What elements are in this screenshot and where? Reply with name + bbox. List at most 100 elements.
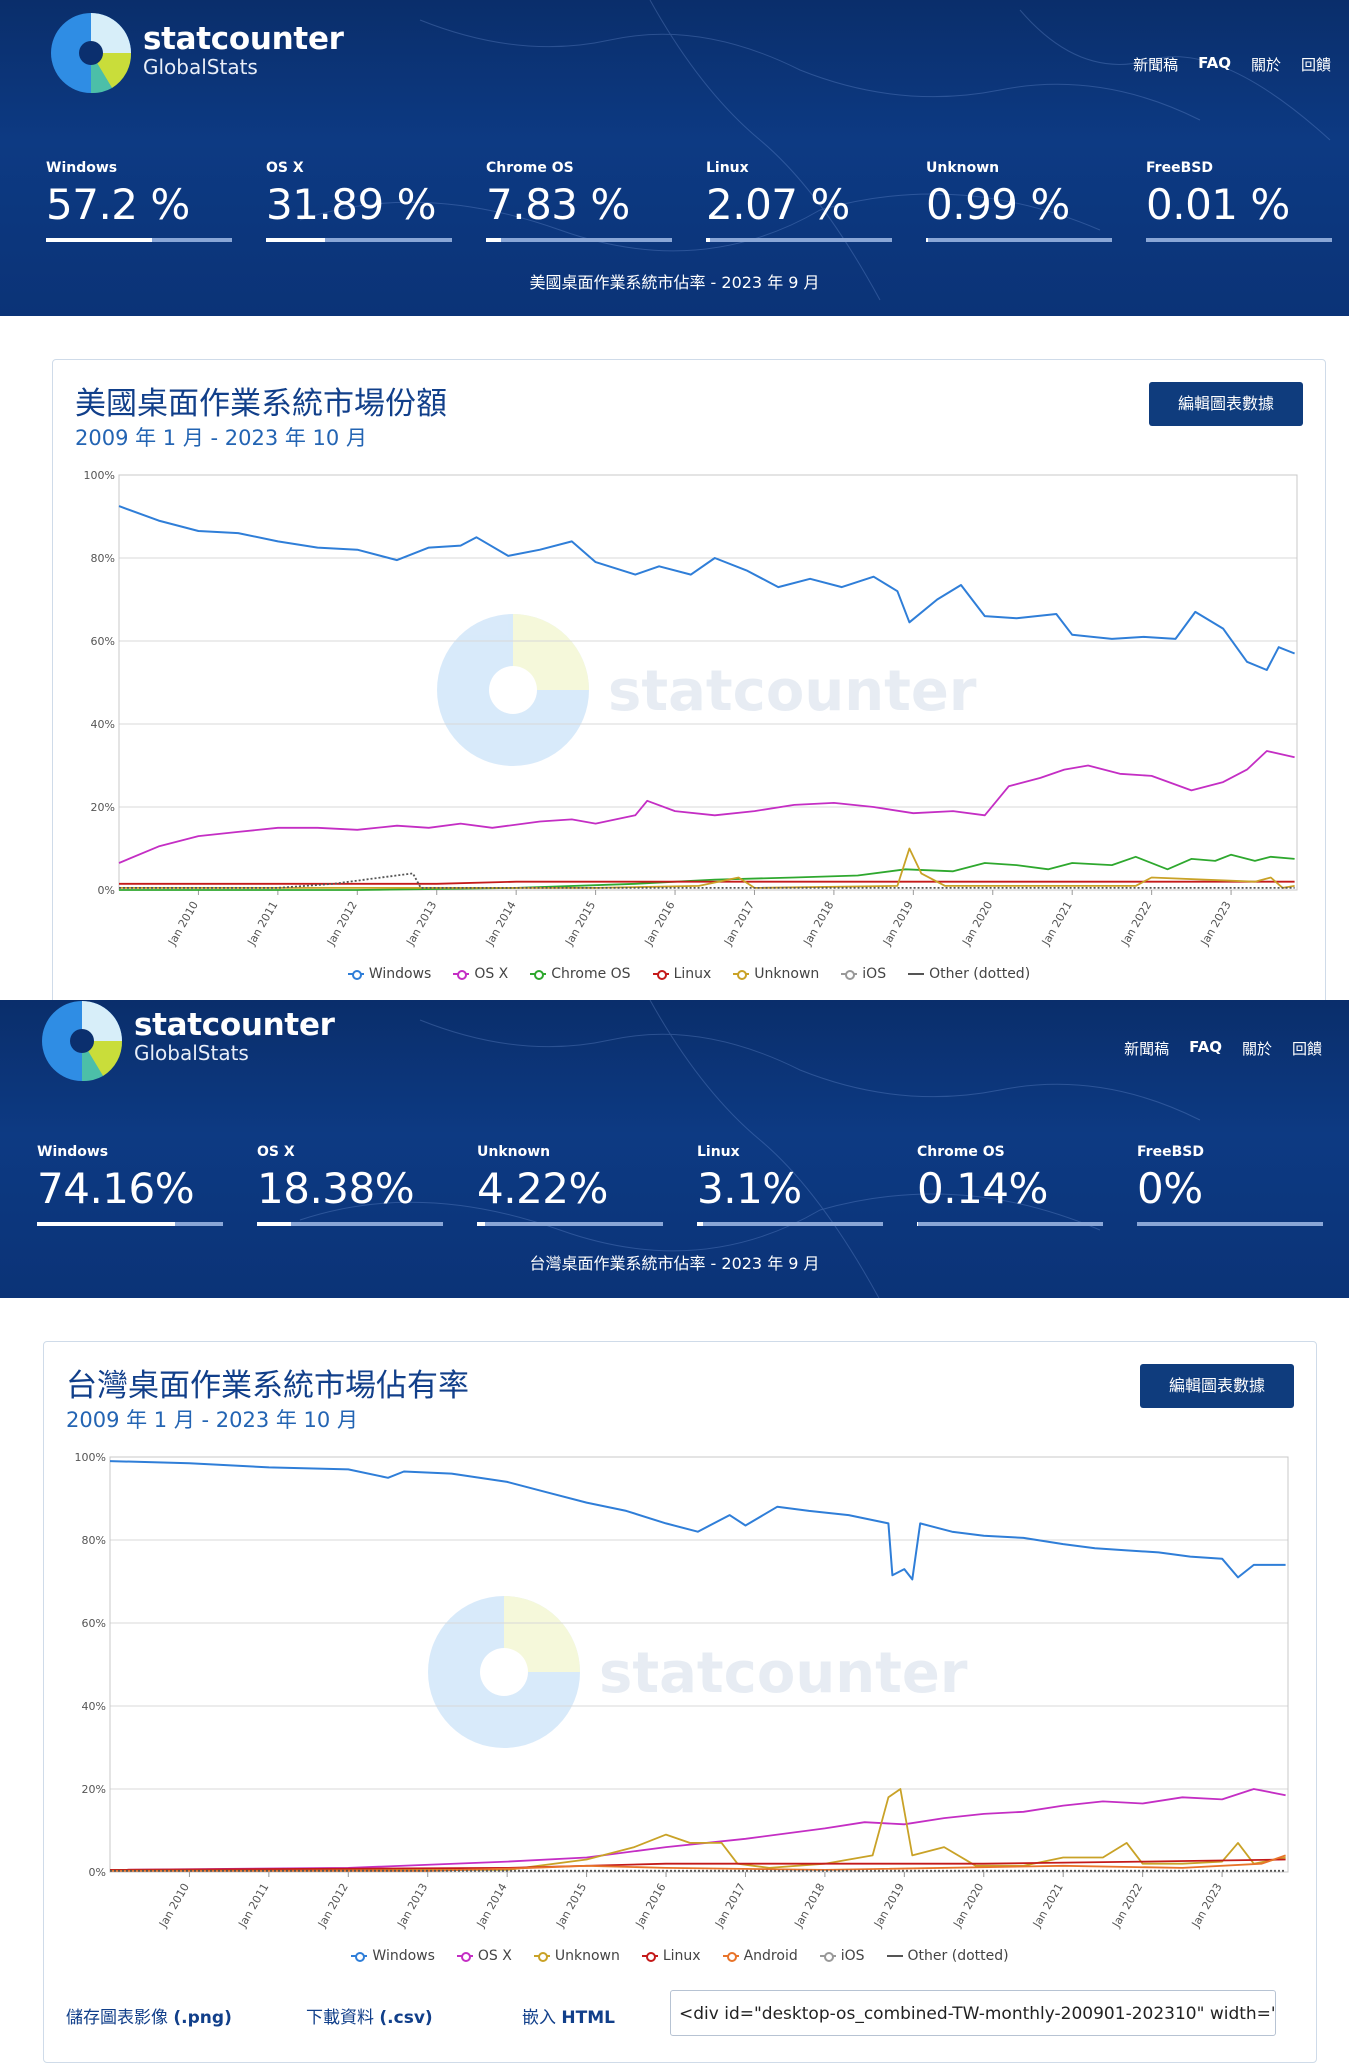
legend-label: OS X [477, 1948, 512, 1964]
y-tick-label: 0% [89, 1866, 106, 1879]
stat-bar [46, 238, 232, 242]
nav-press[interactable]: 新聞稿 [1133, 56, 1179, 74]
stat-label: OS X [257, 1144, 295, 1160]
nav-press[interactable]: 新聞稿 [1124, 1040, 1170, 1058]
embed-html-link[interactable]: 嵌入 HTML [522, 2003, 615, 2028]
us-stats-row: Windows 57.2 % OS X 31.89 % Chrome OS 7.83 … [46, 160, 1349, 242]
stat-bar [917, 1222, 1103, 1226]
legend-label: Other (dotted) [907, 1948, 1009, 1964]
x-tick-label: Jan 2012 [315, 1881, 351, 1930]
y-tick-label: 40% [82, 1700, 106, 1713]
stat-bar-fill [926, 238, 928, 242]
legend-item[interactable]: iOS [841, 966, 886, 982]
edit-chart-data-button[interactable]: 編輯圖表數據 [1149, 382, 1303, 426]
stat-value: 4.22% [477, 1164, 608, 1213]
stat-item: FreeBSD 0% [1137, 1144, 1349, 1226]
x-tick-label: Jan 2022 [1118, 899, 1154, 948]
watermark-text: statcounter [599, 1641, 968, 1706]
stat-value: 0.01 % [1146, 180, 1290, 229]
brand-sub: GlobalStats [143, 55, 258, 79]
nav-about[interactable]: 關於 [1250, 56, 1281, 74]
watermark-logo-slice [504, 1596, 580, 1672]
legend-item[interactable]: Android [722, 1948, 798, 1964]
legend-item[interactable]: Unknown [733, 966, 819, 982]
legend-label: Windows [372, 1948, 435, 1964]
tw-stats-row: Windows 74.16% OS X 18.38% Unknown 4.22% Li… [37, 1144, 1349, 1226]
us-chart-title: 美國桌面作業系統市場份額 [75, 386, 447, 422]
stat-label: Linux [697, 1144, 740, 1160]
x-tick-label: Jan 2013 [394, 1881, 430, 1930]
nav-feedback[interactable]: 回饋 [1300, 56, 1331, 74]
save-png-prefix: 儲存圖表影像 [66, 2008, 174, 2028]
legend-dot [823, 1952, 834, 1962]
legend-item[interactable]: Chrome OS [530, 966, 631, 982]
nav-faq[interactable]: FAQ [1198, 54, 1231, 72]
tw-hero-caption: 台灣桌面作業系統市佔率 - 2023 年 9 月 [529, 1254, 820, 1273]
legend-item[interactable]: Unknown [533, 1948, 620, 1964]
legend-item[interactable]: OS X [453, 966, 508, 982]
x-tick-label: Jan 2023 [1189, 1881, 1225, 1930]
stat-bar-fill [46, 238, 153, 242]
x-tick-label: Jan 2018 [792, 1881, 828, 1930]
tw-line-chart: statcounter 0% 20% 40% 60% 80% 100% Jan 2010 Jan… [75, 1451, 1289, 1930]
nav-about[interactable]: 關於 [1241, 1040, 1272, 1058]
legend-line [908, 973, 925, 975]
legend-item[interactable]: Other (dotted) [908, 966, 1030, 982]
nav-faq[interactable]: FAQ [1189, 1038, 1222, 1056]
embed-html-label: HTML [561, 2008, 615, 2028]
stat-item: Unknown 0.99 % [926, 160, 1146, 242]
tw-chart-subtitle: 2009 年 1 月 - 2023 年 10 月 [66, 1408, 358, 1432]
save-png-link[interactable]: 儲存圖表影像 (.png) [66, 2003, 232, 2028]
legend-marker-icon [841, 968, 858, 980]
stat-bar [486, 238, 672, 242]
y-tick-label: 40% [91, 718, 115, 731]
brand[interactable]: statcounter GlobalStats [134, 1008, 335, 1064]
legend-marker-icon [886, 1950, 903, 1962]
x-tick-label: Jan 2014 [483, 899, 519, 948]
x-tick-label: Jan 2019 [880, 899, 916, 948]
x-tick-label: Jan 2021 [1039, 899, 1075, 948]
legend-item[interactable]: Linux [652, 966, 711, 982]
stat-value: 2.07 % [706, 180, 850, 229]
x-tick-label: Jan 2020 [959, 899, 995, 948]
legend-dot [355, 1952, 366, 1962]
series-line-unknown [110, 1788, 1286, 1871]
legend-item[interactable]: Windows [351, 1948, 435, 1964]
brand[interactable]: statcounter GlobalStats [143, 22, 344, 78]
legend-item[interactable]: Linux [641, 1948, 701, 1964]
watermark-logo-hole [489, 666, 537, 714]
y-tick-label: 100% [75, 1451, 106, 1464]
stat-value: 74.16% [37, 1164, 195, 1213]
stat-value: 18.38% [257, 1164, 415, 1213]
plot-frame [118, 474, 1298, 891]
legend-dot [457, 970, 468, 980]
series-line-unknown [119, 847, 1295, 889]
statcounter-logo-icon [42, 1001, 123, 1082]
legend-label: Other (dotted) [929, 966, 1031, 982]
x-tick-label: Jan 2010 [156, 1881, 192, 1930]
legend-marker-icon [533, 1950, 550, 1962]
legend-item[interactable]: Other (dotted) [886, 1948, 1009, 1964]
stat-bar [697, 1222, 883, 1226]
legend-item[interactable]: OS X [456, 1948, 512, 1964]
x-tick-label: Jan 2012 [324, 899, 360, 948]
stat-value: 3.1% [697, 1164, 802, 1213]
watermark-logo-slice [513, 614, 589, 690]
legend-item[interactable]: Windows [347, 966, 431, 982]
us-chart-legend: Windows OS X Chrome OS Linux Unknown iOS Other… [53, 966, 1325, 982]
series-line-os-x [109, 1788, 1286, 1871]
download-csv-link[interactable]: 下載資料 (.csv) [306, 2003, 433, 2028]
legend-item[interactable]: iOS [819, 1948, 865, 1964]
watermark-logo-hole [480, 1648, 528, 1696]
embed-code-field[interactable]: <div id="desktop-os_combined-TW-monthly-… [670, 1990, 1276, 2036]
edit-chart-data-button[interactable]: 編輯圖表數據 [1140, 1364, 1294, 1408]
stat-value: 7.83 % [486, 180, 630, 229]
legend-label: Unknown [754, 966, 820, 982]
watermark: statcounter [437, 614, 977, 766]
stat-item: Windows 57.2 % [46, 160, 266, 242]
nav-feedback[interactable]: 回饋 [1291, 1040, 1322, 1058]
stat-item: Linux 2.07 % [706, 160, 926, 242]
x-tick-label: Jan 2021 [1030, 1881, 1066, 1930]
watermark-logo-icon [437, 614, 589, 766]
legend-marker-icon [641, 1950, 658, 1962]
